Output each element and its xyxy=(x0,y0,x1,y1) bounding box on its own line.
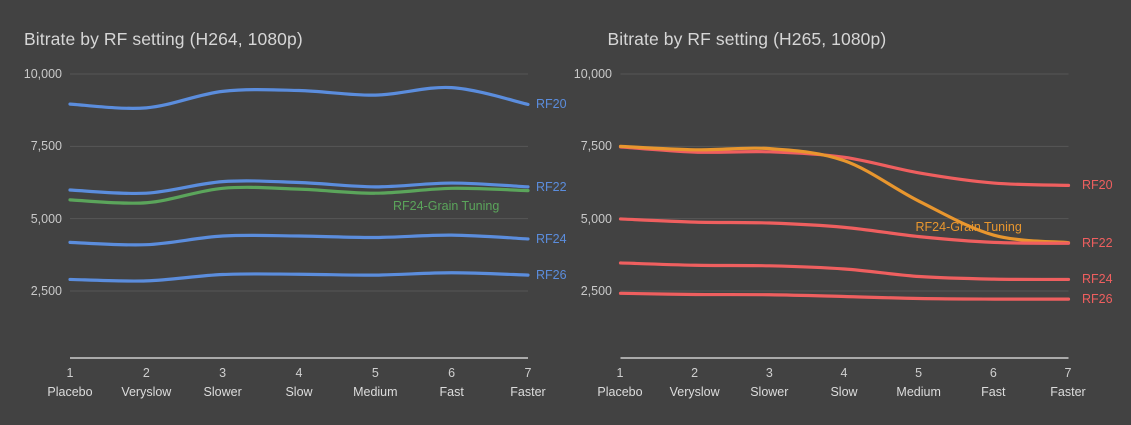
chart-panel-h264: Bitrate by RF setting (H264, 1080p) 10,0… xyxy=(23,29,567,399)
x-axis-tick-name: Slower xyxy=(750,385,789,399)
series-line[interactable] xyxy=(618,145,1070,187)
y-axis-tick-label: 7,500 xyxy=(30,139,62,154)
series-label-rf26[interactable]: RF26 xyxy=(536,268,567,283)
y-axis-tick-label: 5,000 xyxy=(30,211,62,226)
x-axis-tick-name: Placebo xyxy=(597,385,643,399)
x-axis-tick-name: Fast xyxy=(439,385,464,399)
x-axis-tick-number: 1 xyxy=(616,366,624,380)
x-axis-tick-number: 7 xyxy=(524,366,532,380)
x-axis-tick-number: 4 xyxy=(840,366,848,380)
chart-panel-h265: Bitrate by RF setting (H265, 1080p) 10,0… xyxy=(566,0,1131,425)
series-line[interactable] xyxy=(68,179,530,196)
y-axis-tick-label: 10,000 xyxy=(573,67,612,81)
plot-area-h264: 10,000 7,500 5,000 2,500 1 Placebo 2 Veryslow 3 S… xyxy=(23,67,567,399)
x-axis-tick-number: 3 xyxy=(765,366,773,380)
x-axis-tick-number: 3 xyxy=(219,366,227,380)
series-label-rf20[interactable]: RF20 xyxy=(536,97,567,112)
x-axis-tick-number: 4 xyxy=(295,366,303,380)
x-axis-tick-name: Fast xyxy=(981,385,1006,399)
series-line[interactable] xyxy=(618,261,1070,282)
series-line[interactable] xyxy=(618,217,1070,245)
x-axis-tick-number: 1 xyxy=(66,366,74,380)
series-line[interactable] xyxy=(68,271,530,283)
y-axis-tick-label: 5,000 xyxy=(580,211,612,226)
x-axis-tick-number: 2 xyxy=(691,366,699,380)
x-axis-tick-name: Veryslow xyxy=(669,385,720,399)
series-label-rf24[interactable]: RF24 xyxy=(1082,272,1113,287)
x-axis-tick-name: Placebo xyxy=(47,385,93,399)
y-axis-tick-label: 7,500 xyxy=(580,139,612,154)
x-axis-tick-number: 2 xyxy=(142,366,150,380)
series-line[interactable] xyxy=(68,185,530,205)
series-line[interactable] xyxy=(618,291,1070,301)
x-axis-tick-number: 5 xyxy=(915,366,923,380)
x-axis-tick-number: 7 xyxy=(1064,366,1072,380)
x-axis-tick-name: Medium xyxy=(353,385,398,399)
x-axis-tick-name: Veryslow xyxy=(121,385,172,399)
y-axis-tick-label: 10,000 xyxy=(23,67,62,81)
chart-svg-h264 xyxy=(68,73,530,359)
plot-area-h265: 10,000 7,500 5,000 2,500 1 Placebo 2 Veryslow 3 S… xyxy=(566,0,1131,425)
series-label-rf24-grain-tuning[interactable]: RF24-Grain Tuning xyxy=(393,198,500,213)
series-label-rf24[interactable]: RF24 xyxy=(536,231,567,246)
chart-svg-h265 xyxy=(618,73,1070,359)
x-axis-tick-name: Slow xyxy=(285,385,313,399)
series-line[interactable] xyxy=(618,144,1070,245)
x-axis-tick-number: 5 xyxy=(371,366,379,380)
x-axis-tick-name: Faster xyxy=(1050,385,1086,399)
x-axis-tick-name: Slow xyxy=(830,385,858,399)
x-axis-tick-number: 6 xyxy=(448,366,456,380)
series-label-rf22[interactable]: RF22 xyxy=(1082,236,1113,251)
series-line[interactable] xyxy=(68,233,530,247)
chart-title-h265: Bitrate by RF setting (H265, 1080p) xyxy=(607,29,887,49)
series-label-rf24-grain-tuning[interactable]: RF24-Grain Tuning xyxy=(915,220,1022,235)
x-axis-tick-name: Slower xyxy=(203,385,242,399)
y-axis-tick-label: 2,500 xyxy=(30,284,62,298)
series-line[interactable] xyxy=(68,85,530,110)
x-axis-tick-name: Medium xyxy=(896,385,941,399)
y-axis-tick-label: 2,500 xyxy=(580,284,612,298)
x-axis-tick-name: Faster xyxy=(510,385,546,399)
chart-title-h264: Bitrate by RF setting (H264, 1080p) xyxy=(24,29,303,49)
series-label-rf22[interactable]: RF22 xyxy=(536,179,567,194)
series-label-rf26[interactable]: RF26 xyxy=(1082,292,1113,307)
series-label-rf20[interactable]: RF20 xyxy=(1082,178,1113,193)
x-axis-tick-number: 6 xyxy=(989,366,997,380)
